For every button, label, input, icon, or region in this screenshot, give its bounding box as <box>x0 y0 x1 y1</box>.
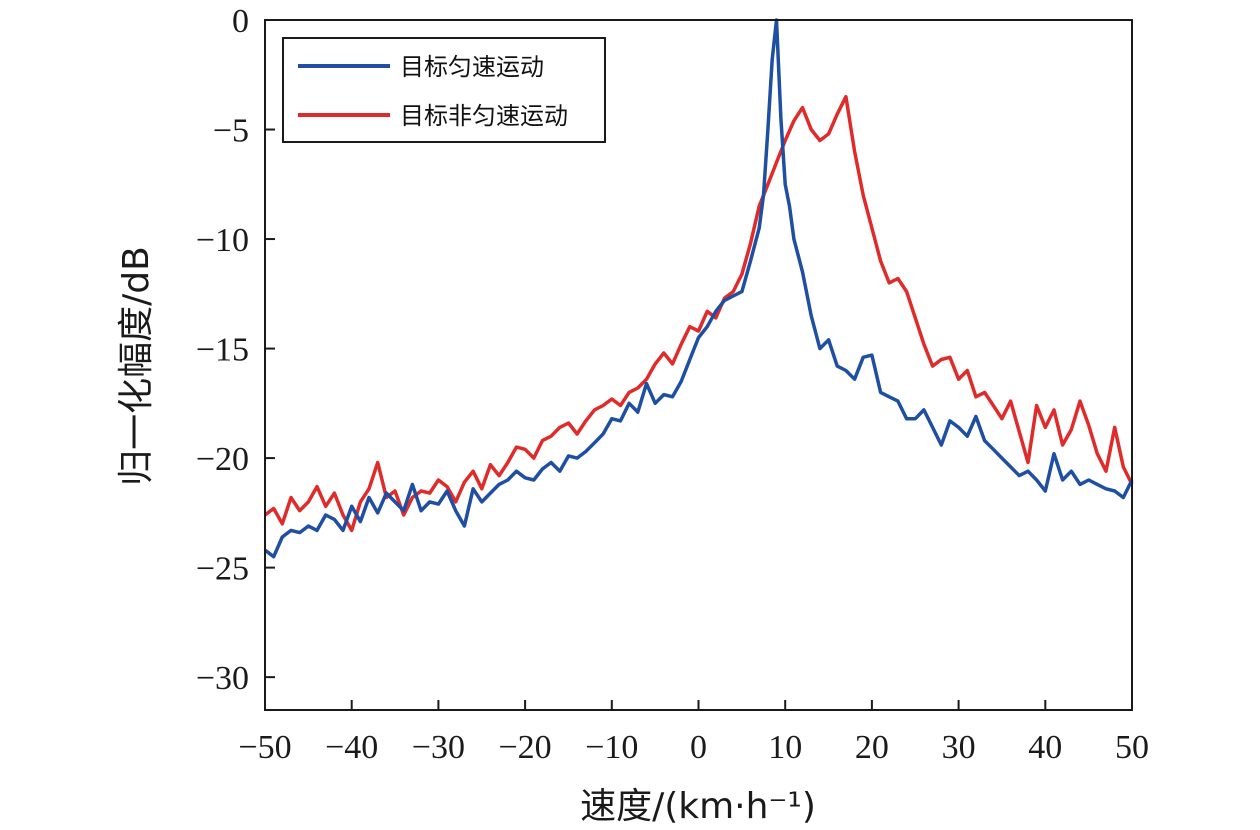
y-tick-label: 0 <box>232 3 249 40</box>
legend-label-uniform: 目标匀速运动 <box>400 53 544 81</box>
x-axis-title: 速度/(km·h⁻¹) <box>580 786 816 827</box>
y-tick-label: −25 <box>196 551 249 588</box>
x-tick-label: −20 <box>499 729 552 766</box>
y-tick-label: −15 <box>196 332 249 369</box>
y-tick-label: −30 <box>196 660 249 697</box>
series-line-uniform <box>263 18 1134 559</box>
x-tick-label: 20 <box>855 729 889 766</box>
axis-ticks <box>264 19 1133 710</box>
legend-box <box>282 37 606 143</box>
x-tick-label: −30 <box>412 729 465 766</box>
x-tick-label: −10 <box>585 729 638 766</box>
y-tick-label: −20 <box>196 441 249 478</box>
plot-lines <box>263 18 1134 559</box>
x-tick-label: −50 <box>238 729 291 766</box>
tick-labels: −50 −40 −30 −20 −10 0 10 20 30 40 50 0 −5 −10 −15 −20 −2… <box>196 3 1149 766</box>
y-axis-title: 归一化幅度/dB <box>116 246 157 486</box>
x-tick-label: 40 <box>1028 729 1062 766</box>
y-tick-label: −10 <box>196 222 249 259</box>
x-tick-label: 50 <box>1115 729 1149 766</box>
x-tick-label: −40 <box>325 729 378 766</box>
legend: 目标匀速运动 目标非匀速运动 <box>282 37 606 143</box>
x-tick-label: 30 <box>942 729 976 766</box>
series-line-nonuniform <box>263 94 1134 533</box>
legend-label-nonuniform: 目标非匀速运动 <box>400 102 568 130</box>
x-tick-label: 10 <box>768 729 802 766</box>
x-tick-label: 0 <box>690 729 707 766</box>
y-tick-label: −5 <box>213 113 249 150</box>
